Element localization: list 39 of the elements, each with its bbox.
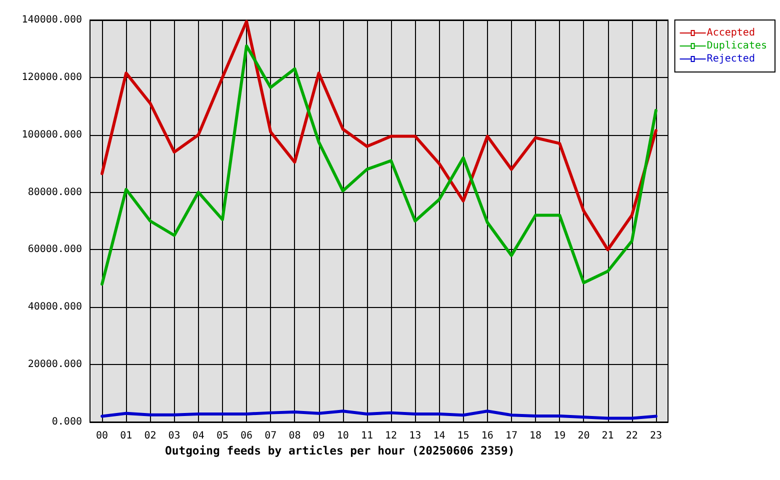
y-tick-label: 0.000 xyxy=(52,416,82,428)
x-tick-label: 17 xyxy=(505,430,518,442)
line-series xyxy=(100,20,658,252)
x-tick-label: 09 xyxy=(312,430,325,442)
legend-label: Duplicates xyxy=(706,40,768,52)
x-tick-label: 02 xyxy=(144,430,156,442)
x-tick-label: 22 xyxy=(626,430,638,442)
legend-label: Accepted xyxy=(706,28,755,38)
x-tick-label: 08 xyxy=(288,430,301,442)
y-tick-label: 140000.000 xyxy=(22,14,82,26)
x-tick-label: 04 xyxy=(192,430,204,442)
x-tick-label: 14 xyxy=(433,430,446,442)
x-tick-label: 13 xyxy=(409,430,422,442)
x-tick-label: 07 xyxy=(264,430,277,442)
x-tick-label: 11 xyxy=(360,430,373,442)
x-tick-label: 05 xyxy=(216,430,228,442)
y-tick-label: 120000.000 xyxy=(22,72,82,83)
legend-label: Rejected xyxy=(706,54,755,64)
x-tick-label: 20 xyxy=(578,430,590,442)
y-tick-label: 20000.000 xyxy=(28,359,82,370)
y-tick-label: 60000.000 xyxy=(28,244,82,256)
y-tick-label: 40000.000 xyxy=(28,302,82,313)
line-series xyxy=(100,44,658,286)
y-tick-label: 100000.000 xyxy=(22,129,82,140)
x-tick-label: 12 xyxy=(385,430,398,442)
line-series xyxy=(100,410,658,420)
x-tick-label: 01 xyxy=(120,430,132,442)
y-tick-label: 80000.000 xyxy=(28,186,82,198)
x-tick-label: 06 xyxy=(240,430,253,442)
x-tick-label: 10 xyxy=(336,430,349,442)
x-tick-label: 16 xyxy=(481,430,494,442)
x-axis-title: Outgoing feeds by articles per hour (20250606 2359) xyxy=(165,444,515,458)
x-tick-label: 21 xyxy=(602,430,614,442)
x-tick-label: 15 xyxy=(457,430,470,442)
x-tick-label: 19 xyxy=(554,430,566,442)
x-tick-label: 18 xyxy=(530,430,542,442)
x-tick-label: 03 xyxy=(168,430,180,442)
x-tick-label: 00 xyxy=(96,430,108,442)
x-tick-label: 23 xyxy=(650,430,662,442)
